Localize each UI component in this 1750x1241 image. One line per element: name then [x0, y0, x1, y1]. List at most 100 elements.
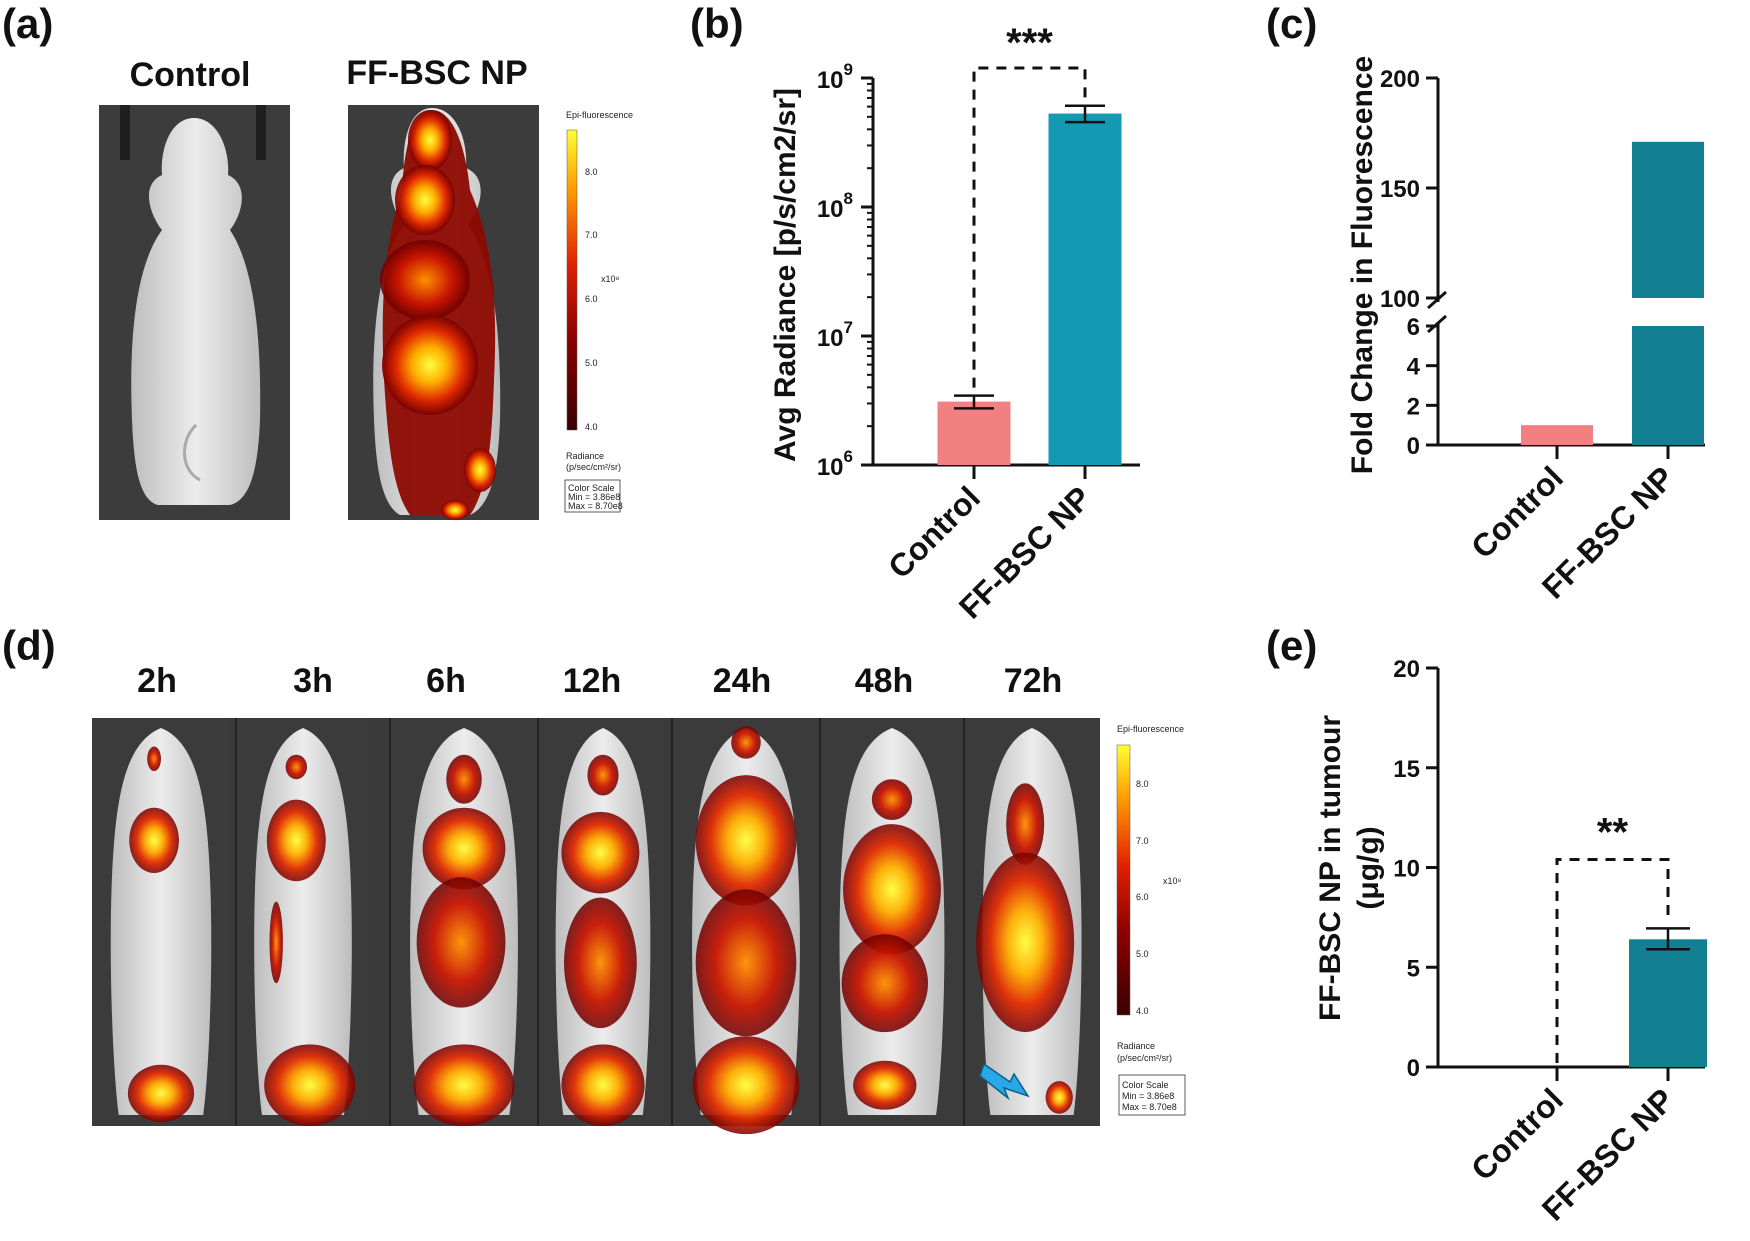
significance-stars: **	[1597, 811, 1629, 855]
x-tick-label: Control	[881, 479, 987, 585]
fluorescence-region	[731, 726, 761, 759]
timepoint-label-6h: 6h	[426, 662, 466, 700]
fluorescence-region	[269, 901, 283, 984]
y-tick-label: 0	[1407, 1055, 1420, 1082]
bar-ff-bsc	[1048, 113, 1122, 465]
y-tick-label: 100	[1380, 286, 1420, 313]
fluorescence-region	[564, 897, 637, 1029]
y-tick-label: 107	[817, 318, 853, 352]
fluorescence-region	[976, 852, 1075, 1033]
fluorescence-region	[127, 1064, 195, 1122]
y-tick-label: 150	[1380, 176, 1420, 203]
colorbar-a: Epi-fluorescence 8.0 7.0 6.0 5.0 4.0 x10…	[564, 110, 633, 513]
timepoint-label-2h: 2h	[137, 662, 177, 700]
colorbar-d-tick: 6.0	[1136, 892, 1149, 902]
y-tick-label: 2	[1407, 393, 1420, 420]
axis-break-mark	[1427, 290, 1447, 310]
colorbar-a-unit: Radiance	[566, 451, 604, 461]
colorbar-d: Epi-fluorescence 8.0 7.0 6.0 5.0 4.0 x10…	[1116, 724, 1186, 1116]
fluorescence-region	[692, 1036, 800, 1135]
fluorescence-region	[843, 824, 941, 955]
panel-d-label: (d)	[2, 622, 56, 669]
fluorescence-region	[695, 775, 797, 906]
panel-e-label: (e)	[1266, 622, 1317, 669]
tumour-arrow-icon	[979, 1062, 1030, 1101]
fluorescence-region	[422, 807, 506, 890]
significance-stars: ***	[1006, 21, 1053, 65]
axis-break-mark	[1427, 314, 1447, 334]
colorbar-a-scale-title: Color Scale	[568, 483, 615, 493]
y-tick-label: 15	[1393, 756, 1420, 783]
colorbar-a-tick: 6.0	[585, 294, 598, 304]
bar-ff-bsc-lower	[1632, 326, 1704, 445]
colorbar-d-scale-title: Color Scale	[1122, 1080, 1169, 1090]
panel-c-label: (c)	[1266, 0, 1317, 47]
colorbar-d-tick: 5.0	[1136, 949, 1149, 959]
colorbar-d-title: Epi-fluorescence	[1117, 724, 1184, 734]
panel-b: (b) Avg Radiance [p/s/cm2/sr] 106 107 108 1…	[690, 0, 1140, 626]
colorbar-a-scale-max: Max = 8.70e8	[568, 501, 623, 511]
colorbar-d-scale-max: Max = 8.70e8	[1122, 1102, 1177, 1112]
colorbar-a-scale-min: Min = 3.86e8	[568, 492, 620, 502]
x-tick-label: Control	[1464, 1081, 1570, 1187]
timepoint-label-12h: 12h	[563, 662, 622, 700]
timepoint-label-3h: 3h	[293, 662, 333, 700]
timepoint-label-24h: 24h	[713, 662, 772, 700]
panel-b-label: (b)	[690, 0, 744, 47]
colorbar-a-tick: 7.0	[585, 230, 598, 240]
mouse-frame-72h	[963, 718, 1100, 1126]
fluorescence-region	[266, 799, 326, 882]
y-tick-label: 6	[1407, 314, 1420, 341]
fluorescence-region	[264, 1044, 356, 1126]
mouse-body	[110, 728, 212, 1115]
fluorescence-region	[853, 1060, 917, 1110]
y-tick-label: 109	[817, 60, 853, 94]
panel-e-ylabel-2: (μg/g)	[1352, 826, 1385, 909]
fluorescence-region	[416, 877, 506, 1008]
bar-ff-bsc	[1629, 939, 1707, 1067]
panel-a: (a) Control FF-BSC NP Epi-fluorescence	[2, 0, 633, 520]
y-tick-label: 200	[1380, 66, 1420, 93]
colorbar-d-exponent: x10⁸	[1163, 876, 1182, 886]
fluorescence-region	[129, 807, 179, 874]
bar-ff-bsc-upper	[1632, 141, 1704, 298]
mouse-frame-3h	[235, 718, 370, 1126]
panel-e: (e) FF-BSC NP in tumour (μg/g) 0 5 10 15 20 C…	[1266, 622, 1707, 1228]
mouse-frame-48h	[819, 718, 964, 1126]
y-tick-label: 108	[817, 189, 853, 223]
mouse-image-ff-bsc	[348, 105, 539, 520]
timepoint-label-72h: 72h	[1004, 662, 1063, 700]
colorbar-a-tick: 8.0	[585, 167, 598, 177]
fluorescence-region	[147, 746, 162, 772]
colorbar-a-tick: 5.0	[585, 358, 598, 368]
mouse-image-control	[99, 105, 290, 520]
fluorescence-region	[413, 1044, 515, 1126]
panel-a-label: (a)	[2, 0, 53, 47]
fluorescence-region	[285, 754, 308, 780]
fluorescence-region	[841, 934, 928, 1033]
colorbar-a-unit: (p/sec/cm²/sr)	[566, 462, 621, 472]
group-label-control: Control	[130, 56, 251, 94]
significance-bracket	[1555, 858, 1670, 1063]
colorbar-d-unit: Radiance	[1117, 1041, 1155, 1051]
colorbar-d-tick: 7.0	[1136, 836, 1149, 846]
colorbar-d-tick: 4.0	[1136, 1006, 1149, 1016]
colorbar-d-tick: 8.0	[1136, 779, 1149, 789]
fluorescence-region	[1045, 1081, 1073, 1114]
panel-e-ylabel-1: FF-BSC NP in tumour	[1314, 715, 1347, 1021]
mouse-frame-6h	[389, 718, 538, 1126]
y-tick-label: 4	[1407, 354, 1421, 381]
panel-d: (d) 2h 3h 6h 12h 24h 48h 72h Epi-fluorescence …	[2, 622, 1186, 1135]
colorbar-a-tick: 4.0	[585, 422, 598, 432]
colorbar-a-exponent: x10⁸	[601, 274, 620, 284]
panel-b-ylabel: Avg Radiance [p/s/cm2/sr]	[769, 88, 802, 462]
fluorescence-region	[587, 754, 619, 796]
x-tick-label: Control	[1464, 459, 1570, 565]
fluorescence-region	[695, 889, 797, 1037]
bar-control	[1521, 425, 1593, 445]
fluorescence-region	[1006, 783, 1045, 865]
